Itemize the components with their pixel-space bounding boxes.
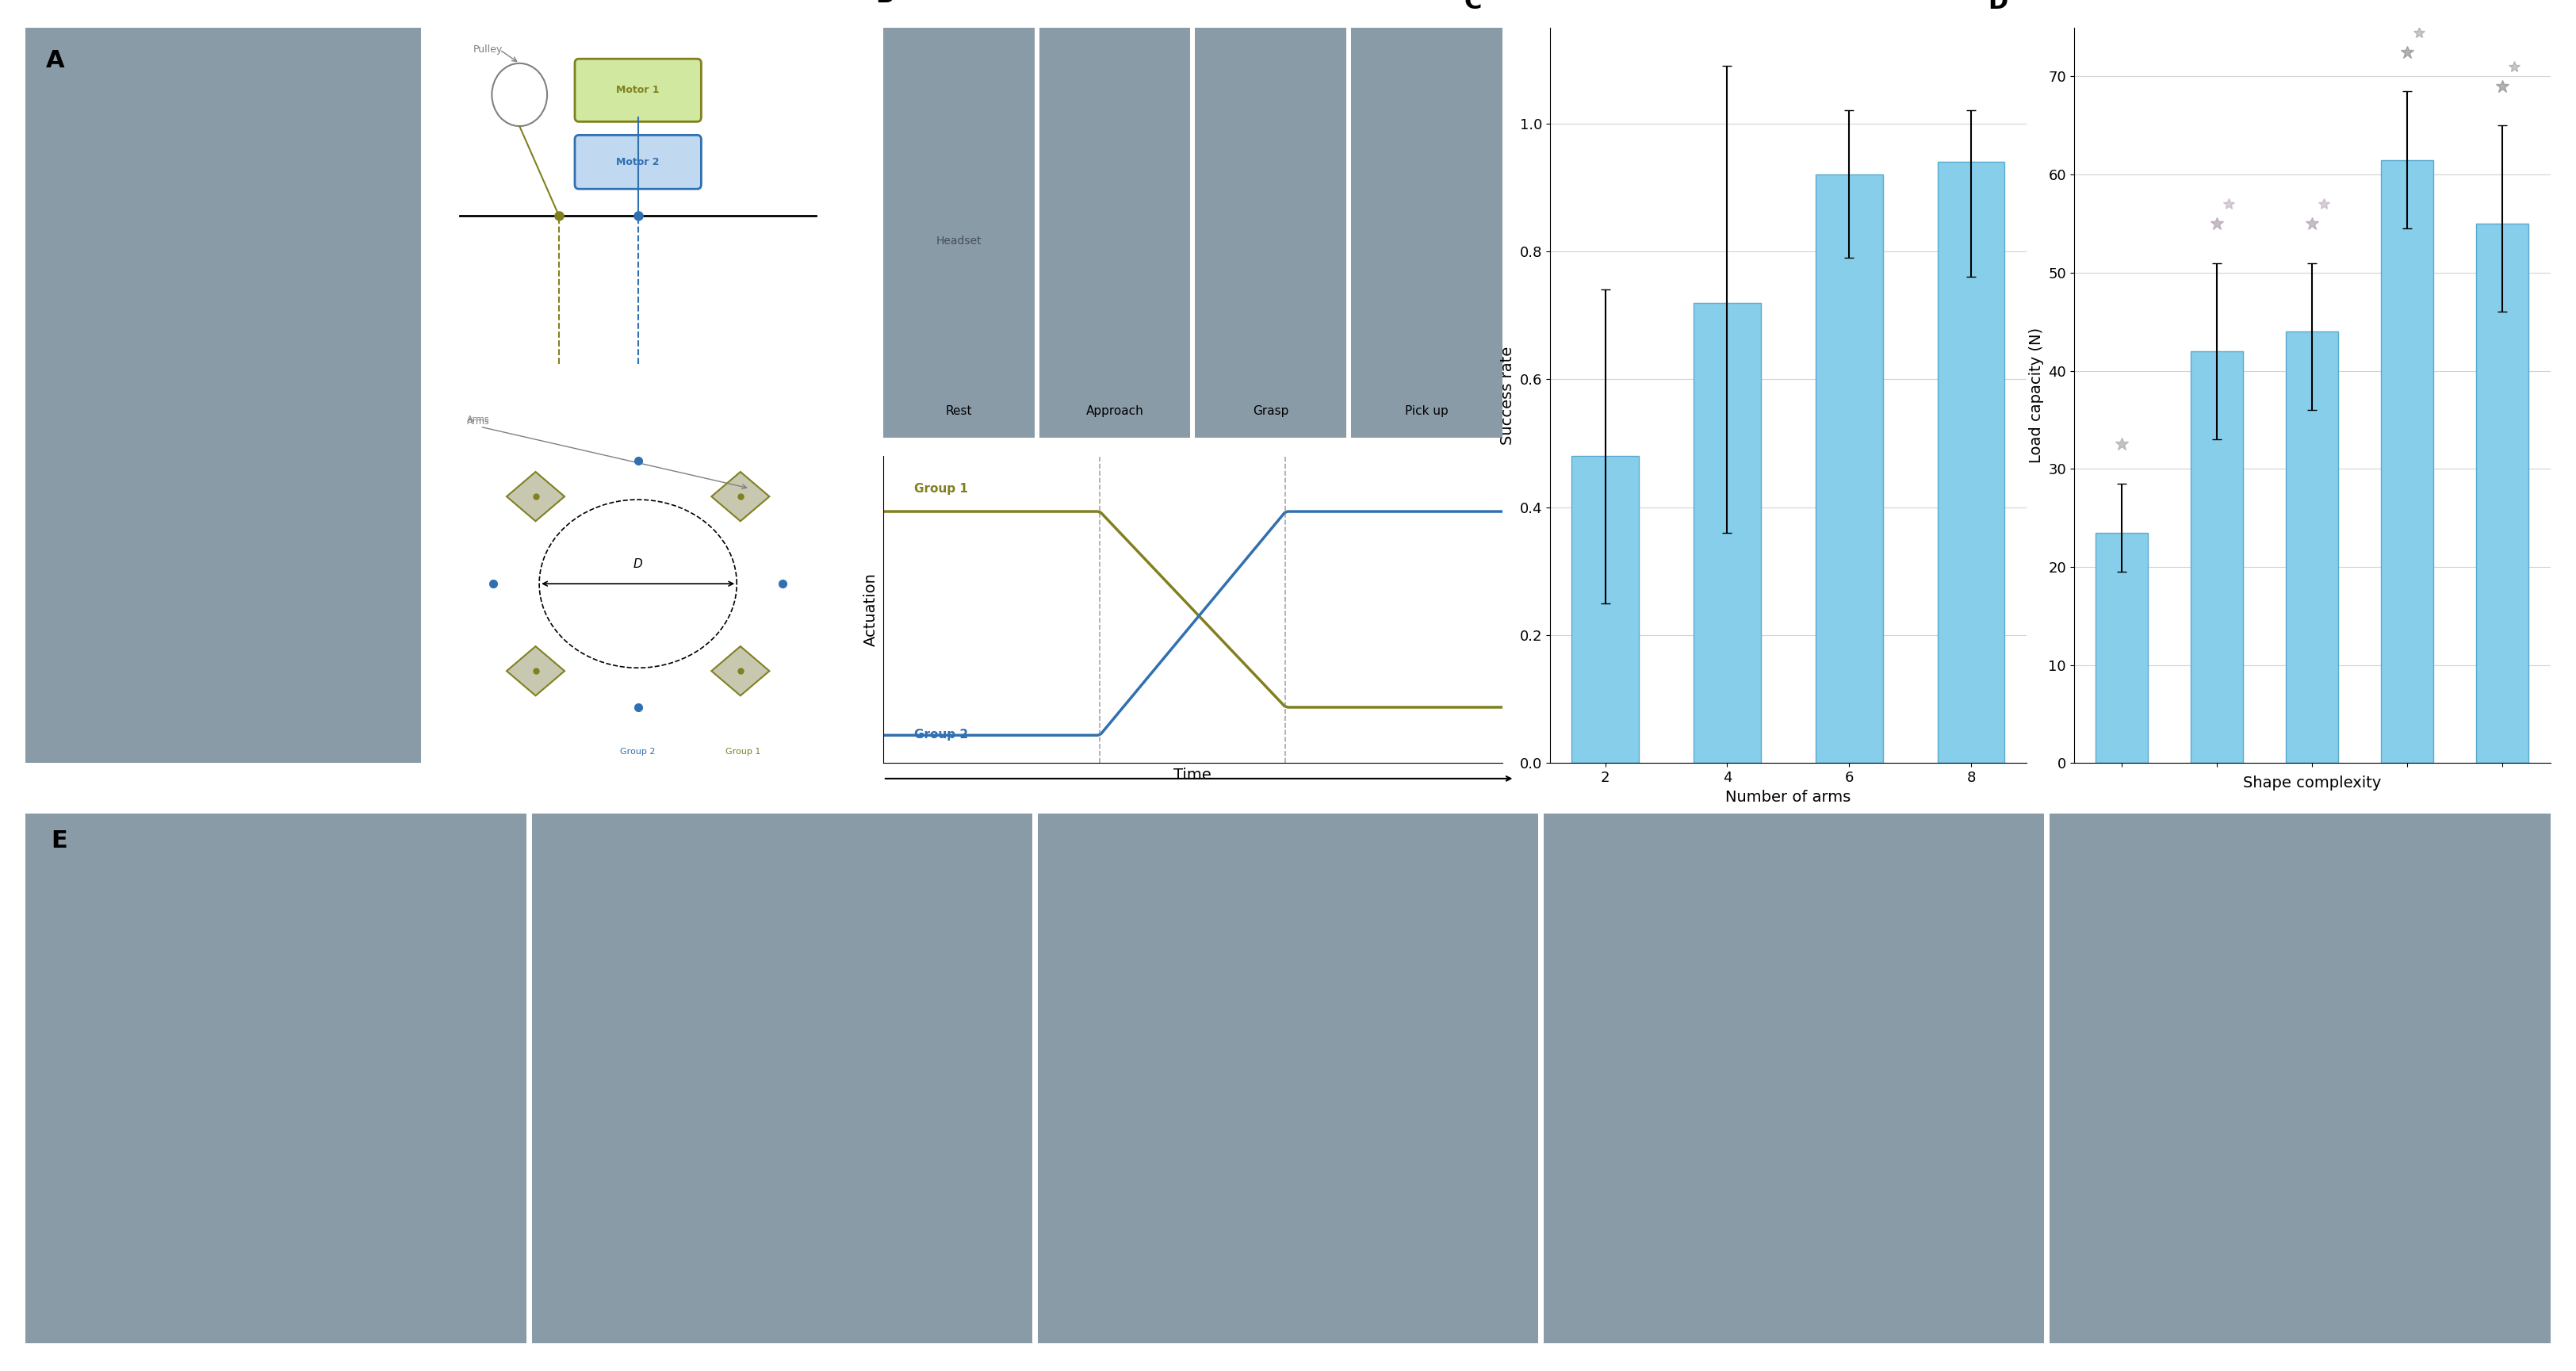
Text: D: D bbox=[1989, 0, 2009, 14]
Group 2 bbox=[904, 727, 935, 743]
X-axis label: Time: Time bbox=[1175, 768, 1211, 783]
Text: C: C bbox=[1463, 0, 1481, 14]
Text: Arm layout: Arm layout bbox=[451, 500, 510, 511]
Group 2 bbox=[1437, 503, 1468, 520]
Text: Arms: Arms bbox=[466, 415, 489, 424]
Text: Group 1: Group 1 bbox=[914, 483, 969, 495]
Bar bbox=[1816, 174, 1883, 764]
Text: A: A bbox=[46, 49, 64, 73]
Group 1 bbox=[1437, 699, 1468, 716]
Bar bbox=[2476, 223, 2530, 764]
Text: Grasp: Grasp bbox=[1252, 406, 1288, 417]
Group 1 bbox=[1486, 699, 1517, 716]
Bar bbox=[2285, 332, 2339, 764]
Polygon shape bbox=[507, 646, 564, 695]
Y-axis label: Actuation: Actuation bbox=[863, 573, 878, 646]
Text: Motor 1: Motor 1 bbox=[616, 85, 659, 96]
Line: Group 2: Group 2 bbox=[884, 511, 1502, 735]
Text: $D$: $D$ bbox=[634, 558, 644, 570]
Bar bbox=[2094, 533, 2148, 764]
Text: Approach: Approach bbox=[1087, 406, 1144, 417]
Text: Pick up: Pick up bbox=[1404, 406, 1448, 417]
Group 1 bbox=[1273, 699, 1303, 716]
Group 2 bbox=[891, 727, 922, 743]
Group 2 bbox=[1486, 503, 1517, 520]
Text: Group 2: Group 2 bbox=[621, 749, 657, 755]
Group 1 bbox=[1458, 699, 1489, 716]
Text: Rest: Rest bbox=[945, 406, 971, 417]
Group 2 bbox=[1273, 503, 1303, 520]
Y-axis label: Success rate: Success rate bbox=[1499, 345, 1515, 444]
Text: E: E bbox=[52, 829, 67, 853]
X-axis label: Shape complexity: Shape complexity bbox=[2244, 776, 2380, 790]
FancyBboxPatch shape bbox=[574, 136, 701, 189]
Polygon shape bbox=[711, 646, 770, 695]
Group 2 bbox=[1458, 503, 1489, 520]
Bar bbox=[1937, 162, 2004, 764]
Bar bbox=[2380, 160, 2434, 764]
Line: Group 1: Group 1 bbox=[884, 511, 1502, 707]
Text: Arms: Arms bbox=[466, 418, 489, 425]
Group 2 bbox=[1033, 727, 1064, 743]
Polygon shape bbox=[507, 472, 564, 521]
Group 1 bbox=[904, 503, 935, 520]
Polygon shape bbox=[711, 472, 770, 521]
Text: Group 2: Group 2 bbox=[914, 729, 969, 740]
Text: Pulley: Pulley bbox=[474, 45, 502, 55]
Group 2 bbox=[984, 727, 1015, 743]
Bar bbox=[1692, 303, 1759, 764]
X-axis label: Number of arms: Number of arms bbox=[1726, 790, 1852, 805]
FancyBboxPatch shape bbox=[574, 59, 701, 122]
Group 2 bbox=[868, 727, 899, 743]
Text: Group 1: Group 1 bbox=[726, 749, 760, 755]
Bar bbox=[1571, 457, 1638, 764]
Text: B: B bbox=[876, 0, 894, 7]
Group 1 bbox=[891, 503, 922, 520]
Group 1 bbox=[868, 503, 899, 520]
Text: Headset: Headset bbox=[935, 236, 981, 247]
Bar bbox=[2190, 351, 2244, 764]
Group 1 bbox=[984, 503, 1015, 520]
Group 1 bbox=[1033, 503, 1064, 520]
Y-axis label: Load capacity (N): Load capacity (N) bbox=[2030, 328, 2043, 463]
Text: Motor 2: Motor 2 bbox=[616, 156, 659, 167]
